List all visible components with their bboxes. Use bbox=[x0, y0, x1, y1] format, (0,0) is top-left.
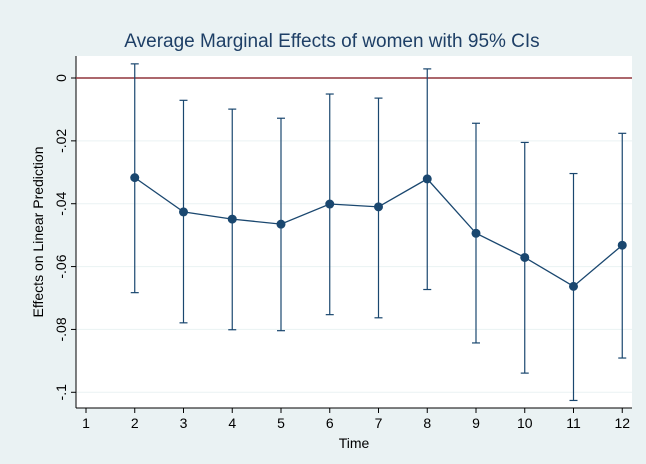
point bbox=[276, 219, 286, 229]
x-tick-label: 12 bbox=[614, 415, 630, 431]
x-tick-label: 1 bbox=[82, 415, 90, 431]
y-tick-label: 0 bbox=[53, 74, 69, 82]
y-tick-label: -.08 bbox=[53, 317, 69, 341]
point bbox=[325, 199, 335, 209]
point bbox=[373, 202, 383, 212]
x-tick-label: 4 bbox=[228, 415, 236, 431]
y-tick-label: -.06 bbox=[53, 254, 69, 278]
x-tick-label: 7 bbox=[375, 415, 383, 431]
x-axis-title: Time bbox=[339, 435, 370, 451]
x-tick-label: 9 bbox=[472, 415, 480, 431]
point bbox=[227, 214, 237, 224]
y-tick-label: -.1 bbox=[53, 384, 69, 401]
point bbox=[178, 207, 188, 217]
point bbox=[617, 240, 627, 250]
x-tick-label: 10 bbox=[517, 415, 533, 431]
y-axis-title: Effects on Linear Prediction bbox=[30, 147, 46, 318]
point bbox=[130, 173, 140, 183]
y-tick-label: -.02 bbox=[53, 129, 69, 153]
x-tick-label: 5 bbox=[277, 415, 285, 431]
x-tick-label: 2 bbox=[131, 415, 139, 431]
point bbox=[568, 281, 578, 291]
chart-title: Average Marginal Effects of women with 9… bbox=[124, 31, 539, 52]
x-tick-label: 11 bbox=[566, 415, 581, 431]
point bbox=[422, 174, 432, 184]
point bbox=[471, 228, 481, 238]
x-tick-label: 3 bbox=[180, 415, 188, 431]
plot-area bbox=[76, 56, 632, 408]
x-tick-label: 8 bbox=[423, 415, 431, 431]
point bbox=[520, 252, 530, 262]
y-tick-label: -.04 bbox=[53, 191, 69, 215]
x-tick-label: 6 bbox=[326, 415, 334, 431]
